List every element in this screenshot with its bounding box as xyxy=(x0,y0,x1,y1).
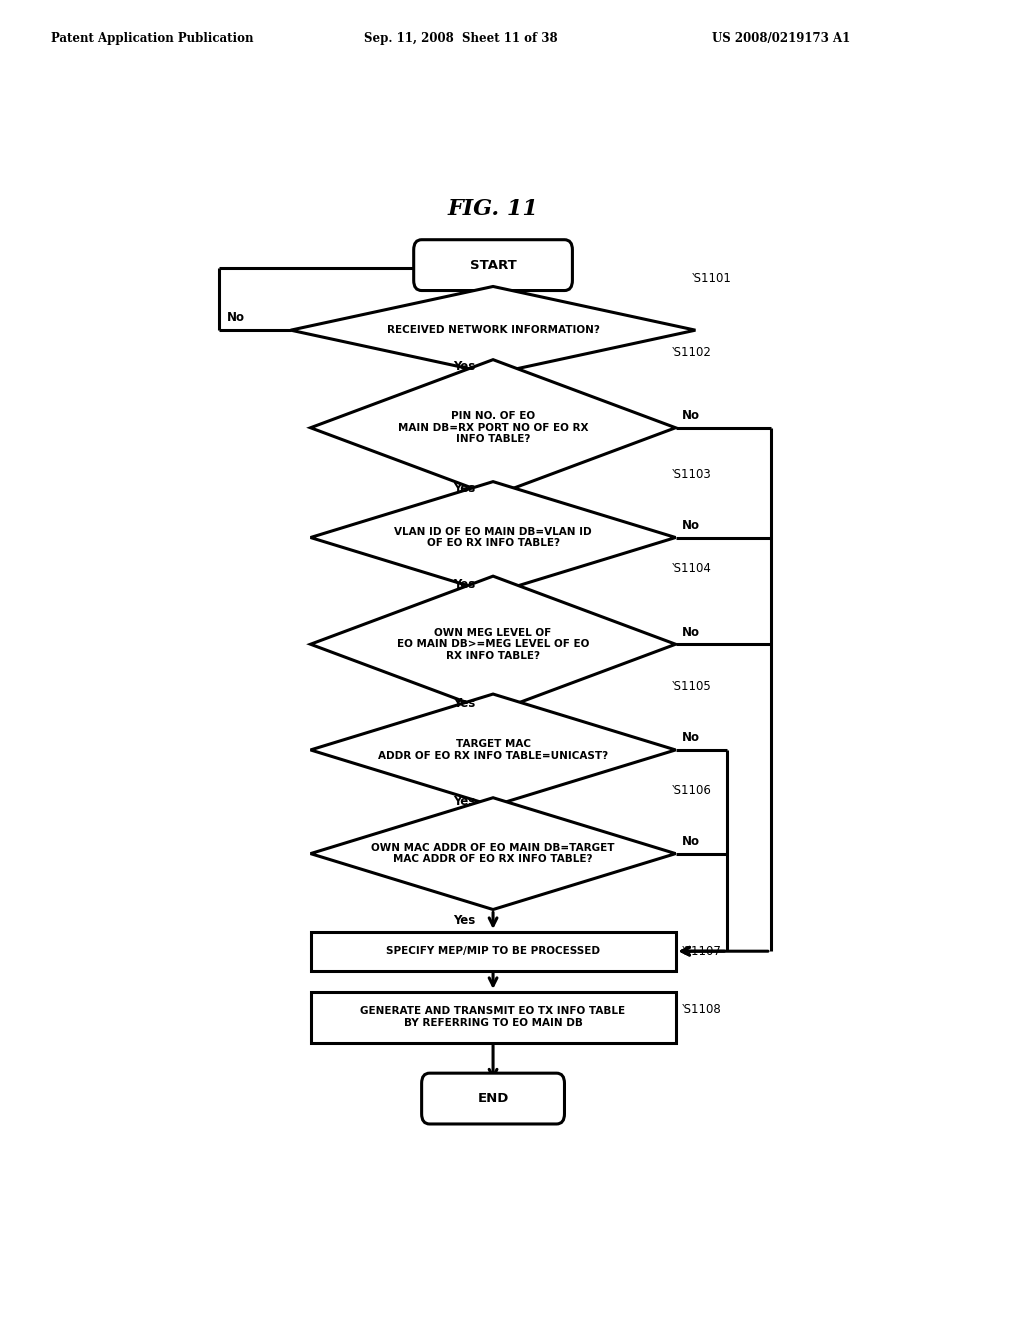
FancyBboxPatch shape xyxy=(414,240,572,290)
Polygon shape xyxy=(310,576,676,713)
Text: No: No xyxy=(682,519,700,532)
Text: ‵S1107: ‵S1107 xyxy=(682,945,722,958)
FancyBboxPatch shape xyxy=(422,1073,564,1125)
Polygon shape xyxy=(310,694,676,805)
Text: RECEIVED NETWORK INFORMATION?: RECEIVED NETWORK INFORMATION? xyxy=(387,325,599,335)
Text: Yes: Yes xyxy=(454,697,475,710)
Text: ‵S1104: ‵S1104 xyxy=(672,562,712,576)
Text: ‵S1106: ‵S1106 xyxy=(672,784,712,797)
Text: No: No xyxy=(682,836,700,847)
Text: Yes: Yes xyxy=(454,795,475,808)
Text: No: No xyxy=(682,409,700,422)
Text: TARGET MAC
ADDR OF EO RX INFO TABLE=UNICAST?: TARGET MAC ADDR OF EO RX INFO TABLE=UNIC… xyxy=(378,739,608,760)
Text: GENERATE AND TRANSMIT EO TX INFO TABLE
BY REFERRING TO EO MAIN DB: GENERATE AND TRANSMIT EO TX INFO TABLE B… xyxy=(360,1006,626,1028)
Polygon shape xyxy=(291,286,695,374)
Text: Yes: Yes xyxy=(454,482,475,495)
Text: ‵S1105: ‵S1105 xyxy=(672,680,712,693)
Polygon shape xyxy=(310,482,676,594)
Bar xyxy=(310,932,676,970)
Text: ‵S1103: ‵S1103 xyxy=(672,467,712,480)
Polygon shape xyxy=(310,797,676,909)
Text: Yes: Yes xyxy=(454,915,475,927)
Text: ‵S1108: ‵S1108 xyxy=(682,1003,722,1015)
Text: OWN MAC ADDR OF EO MAIN DB=TARGET
MAC ADDR OF EO RX INFO TABLE?: OWN MAC ADDR OF EO MAIN DB=TARGET MAC AD… xyxy=(372,842,614,865)
Text: PIN NO. OF EO
MAIN DB=RX PORT NO OF EO RX
INFO TABLE?: PIN NO. OF EO MAIN DB=RX PORT NO OF EO R… xyxy=(397,411,589,445)
Text: START: START xyxy=(470,259,516,272)
Text: ‵S1101: ‵S1101 xyxy=(691,272,731,285)
Text: No: No xyxy=(682,731,700,744)
Text: OWN MEG LEVEL OF
EO MAIN DB>=MEG LEVEL OF EO
RX INFO TABLE?: OWN MEG LEVEL OF EO MAIN DB>=MEG LEVEL O… xyxy=(397,627,589,661)
Text: ‵S1102: ‵S1102 xyxy=(672,346,712,359)
Text: VLAN ID OF EO MAIN DB=VLAN ID
OF EO RX INFO TABLE?: VLAN ID OF EO MAIN DB=VLAN ID OF EO RX I… xyxy=(394,527,592,548)
Text: No: No xyxy=(682,626,700,639)
Text: Yes: Yes xyxy=(454,578,475,591)
Text: Yes: Yes xyxy=(454,360,475,374)
Polygon shape xyxy=(310,359,676,496)
Text: Sep. 11, 2008  Sheet 11 of 38: Sep. 11, 2008 Sheet 11 of 38 xyxy=(364,32,557,45)
Text: US 2008/0219173 A1: US 2008/0219173 A1 xyxy=(712,32,850,45)
Text: END: END xyxy=(477,1092,509,1105)
Text: SPECIFY MEP/MIP TO BE PROCESSED: SPECIFY MEP/MIP TO BE PROCESSED xyxy=(386,946,600,956)
Bar xyxy=(310,991,676,1043)
Text: No: No xyxy=(227,312,245,325)
Text: Patent Application Publication: Patent Application Publication xyxy=(51,32,254,45)
Text: FIG. 11: FIG. 11 xyxy=(447,198,539,220)
